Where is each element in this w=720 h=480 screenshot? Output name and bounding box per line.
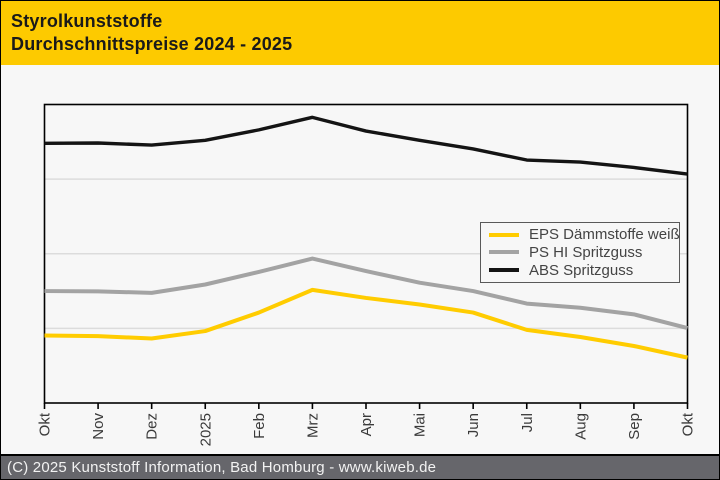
footer: (C) 2025 Kunststoff Information, Bad Hom…: [1, 454, 719, 479]
x-tick-label: Dez: [144, 413, 161, 440]
page-title: Styrolkunststoffe: [11, 11, 163, 31]
series-line-ps-hi-spritzguss: [44, 256, 688, 331]
x-tick-label: Mrz: [304, 413, 321, 438]
x-tick-label: Aug: [572, 413, 589, 440]
legend-label: PS HI Spritzguss: [529, 243, 643, 261]
legend-item-abs-spritzguss: ABS Spritzguss: [481, 262, 679, 279]
chart-area: Okt Nov Dez 2025 Feb Mrz Apr Mai Jun Jul Aug Sep Okt…: [1, 65, 719, 456]
legend-swatch-icon: [489, 268, 519, 273]
series-line-abs-spritzguss: [44, 115, 688, 176]
x-tick-label: Sep: [626, 413, 643, 440]
x-tick-label: Mai: [412, 413, 429, 437]
x-tick-label: Apr: [358, 413, 375, 436]
chart-legend: EPS Dämmstoffe weiß PS HI Spritzguss ABS S…: [480, 222, 680, 283]
legend-item-ps-hi-spritzguss: PS HI Spritzguss: [481, 244, 679, 261]
legend-label: EPS Dämmstoffe weiß: [529, 226, 680, 244]
x-tick-label: Feb: [251, 413, 268, 439]
x-tick-label: 2025: [197, 413, 214, 446]
copyright-text: (C) 2025 Kunststoff Information, Bad Hom…: [7, 459, 437, 476]
x-tick-label: Okt: [680, 412, 697, 436]
x-tick-label: Nov: [90, 413, 107, 440]
chart-header: Styrolkunststoffe Durchschnittspreise 20…: [1, 1, 719, 65]
x-tick-label: Okt: [37, 412, 54, 436]
x-tick-label: Jun: [465, 413, 482, 437]
legend-item-eps-d-mmstoffe-wei-: EPS Dämmstoffe weiß: [481, 226, 680, 244]
page-subtitle: Durchschnittspreise 2024 - 2025: [11, 34, 293, 54]
legend-label: ABS Spritzguss: [529, 261, 634, 279]
x-tick-label: Jul: [519, 413, 536, 432]
legend-swatch-icon: [489, 232, 519, 237]
series-line-eps-d-mmstoffe-wei-: [44, 287, 688, 360]
line-chart: Okt Nov Dez 2025 Feb Mrz Apr Mai Jun Jul Aug Sep Okt: [37, 103, 697, 446]
legend-swatch-icon: [489, 250, 519, 255]
